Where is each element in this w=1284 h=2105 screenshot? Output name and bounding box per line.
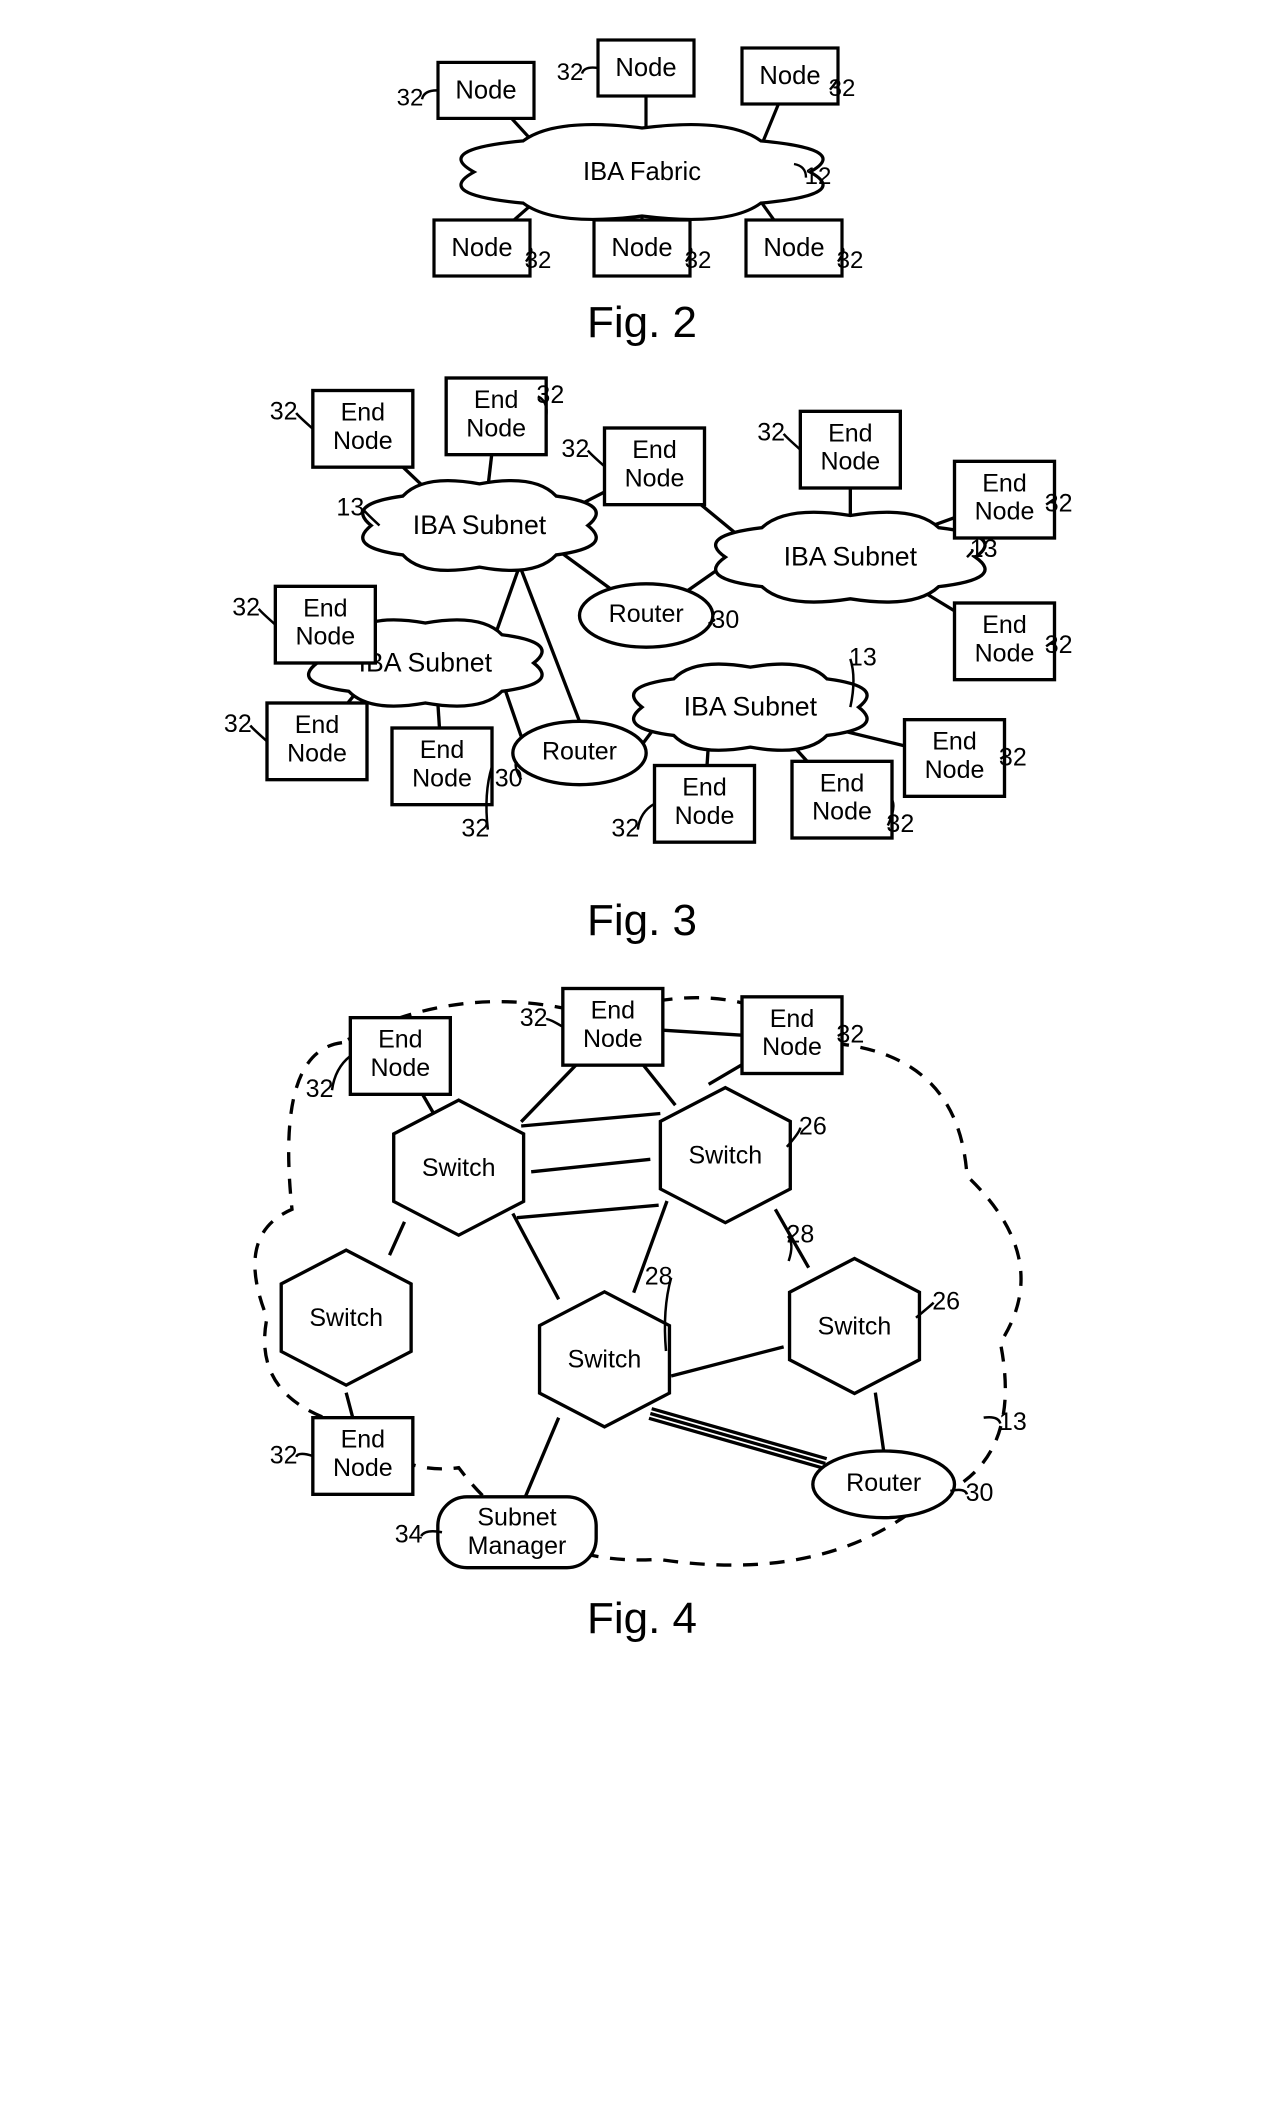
svg-text:End: End bbox=[474, 386, 518, 414]
svg-text:End: End bbox=[828, 419, 872, 447]
svg-text:Node: Node bbox=[611, 234, 672, 262]
svg-text:Node: Node bbox=[287, 739, 347, 767]
svg-text:32: 32 bbox=[306, 1075, 334, 1103]
svg-text:30: 30 bbox=[711, 606, 739, 634]
svg-text:Node: Node bbox=[925, 756, 985, 784]
svg-text:Node: Node bbox=[295, 623, 355, 651]
svg-text:Node: Node bbox=[333, 427, 393, 455]
svg-text:Node: Node bbox=[466, 414, 526, 442]
svg-text:End: End bbox=[982, 611, 1026, 639]
svg-text:13: 13 bbox=[336, 494, 364, 522]
svg-text:Node: Node bbox=[615, 54, 676, 82]
svg-text:32: 32 bbox=[270, 1442, 298, 1470]
svg-text:Node: Node bbox=[451, 234, 512, 262]
svg-text:Node: Node bbox=[759, 62, 820, 90]
svg-text:Node: Node bbox=[625, 464, 685, 492]
fig3-svg: IBA Subnet13IBA SubnetIBA Subnet13IBA Su… bbox=[192, 368, 1092, 888]
fig2-svg: IBA Fabric 12 Node 32 Node 32 Node 32 Node 32 Node… bbox=[282, 30, 1002, 290]
fig3-caption: Fig. 3 bbox=[0, 896, 1284, 946]
fig2-caption: Fig. 2 bbox=[0, 298, 1284, 348]
svg-text:End: End bbox=[341, 399, 385, 427]
svg-text:Switch: Switch bbox=[689, 1142, 763, 1170]
svg-text:Router: Router bbox=[846, 1469, 921, 1497]
svg-text:32: 32 bbox=[232, 594, 260, 622]
svg-text:Node: Node bbox=[975, 639, 1035, 667]
svg-text:32: 32 bbox=[557, 59, 584, 86]
svg-text:Switch: Switch bbox=[422, 1154, 496, 1182]
svg-text:Router: Router bbox=[542, 738, 617, 766]
svg-text:End: End bbox=[295, 711, 339, 739]
svg-text:Node: Node bbox=[820, 448, 880, 476]
svg-text:End: End bbox=[591, 997, 635, 1025]
svg-text:32: 32 bbox=[224, 710, 252, 738]
svg-text:32: 32 bbox=[611, 814, 639, 842]
svg-text:Switch: Switch bbox=[568, 1346, 642, 1374]
svg-text:32: 32 bbox=[270, 398, 298, 426]
svg-text:30: 30 bbox=[495, 764, 523, 792]
svg-text:32: 32 bbox=[886, 810, 914, 838]
svg-text:IBA Subnet: IBA Subnet bbox=[684, 692, 818, 722]
svg-text:End: End bbox=[341, 1426, 385, 1454]
svg-text:Node: Node bbox=[455, 76, 516, 104]
svg-text:32: 32 bbox=[685, 247, 712, 274]
svg-text:Router: Router bbox=[609, 600, 684, 628]
svg-text:End: End bbox=[303, 594, 347, 622]
svg-text:IBA Fabric: IBA Fabric bbox=[583, 158, 701, 186]
fig4-caption: Fig. 4 bbox=[0, 1594, 1284, 1644]
svg-text:32: 32 bbox=[525, 247, 552, 274]
svg-text:30: 30 bbox=[966, 1479, 994, 1507]
svg-text:26: 26 bbox=[799, 1112, 827, 1140]
svg-text:32: 32 bbox=[561, 435, 589, 463]
svg-text:32: 32 bbox=[461, 814, 489, 842]
svg-text:Node: Node bbox=[975, 498, 1035, 526]
svg-text:End: End bbox=[378, 1026, 422, 1054]
figure-3: IBA Subnet13IBA SubnetIBA Subnet13IBA Su… bbox=[0, 368, 1284, 946]
svg-text:32: 32 bbox=[536, 381, 564, 409]
figure-2: IBA Fabric 12 Node 32 Node 32 Node 32 Node 32 Node… bbox=[0, 30, 1284, 348]
svg-text:End: End bbox=[982, 469, 1026, 497]
svg-text:End: End bbox=[420, 736, 464, 764]
svg-text:Switch: Switch bbox=[818, 1312, 892, 1340]
svg-text:IBA Subnet: IBA Subnet bbox=[784, 542, 918, 572]
svg-text:Node: Node bbox=[412, 764, 472, 792]
svg-text:32: 32 bbox=[757, 419, 785, 447]
svg-text:32: 32 bbox=[829, 75, 856, 102]
svg-text:Subnet: Subnet bbox=[477, 1504, 556, 1532]
figure-4: 13SwitchSwitch26SwitchSwitch28Switch2628… bbox=[0, 966, 1284, 1644]
svg-text:Node: Node bbox=[812, 798, 872, 826]
svg-text:End: End bbox=[932, 728, 976, 756]
svg-text:End: End bbox=[820, 769, 864, 797]
svg-text:Node: Node bbox=[763, 234, 824, 262]
svg-text:34: 34 bbox=[395, 1521, 423, 1549]
svg-text:Node: Node bbox=[762, 1033, 822, 1061]
svg-text:Node: Node bbox=[675, 802, 735, 830]
svg-text:32: 32 bbox=[520, 1004, 548, 1032]
svg-text:26: 26 bbox=[932, 1287, 960, 1315]
svg-text:End: End bbox=[632, 436, 676, 464]
svg-text:IBA Subnet: IBA Subnet bbox=[359, 647, 493, 677]
svg-text:IBA Subnet: IBA Subnet bbox=[413, 510, 547, 540]
svg-text:32: 32 bbox=[397, 85, 424, 112]
svg-text:Node: Node bbox=[583, 1025, 643, 1053]
svg-text:Manager: Manager bbox=[468, 1532, 567, 1560]
svg-text:32: 32 bbox=[837, 247, 864, 274]
svg-text:End: End bbox=[682, 774, 726, 802]
svg-text:12: 12 bbox=[805, 163, 832, 190]
svg-text:End: End bbox=[770, 1005, 814, 1033]
svg-text:Switch: Switch bbox=[309, 1304, 383, 1332]
svg-text:Node: Node bbox=[333, 1454, 393, 1482]
svg-text:13: 13 bbox=[999, 1408, 1027, 1436]
svg-text:Node: Node bbox=[370, 1054, 430, 1082]
fig4-svg: 13SwitchSwitch26SwitchSwitch28Switch2628… bbox=[192, 966, 1092, 1586]
